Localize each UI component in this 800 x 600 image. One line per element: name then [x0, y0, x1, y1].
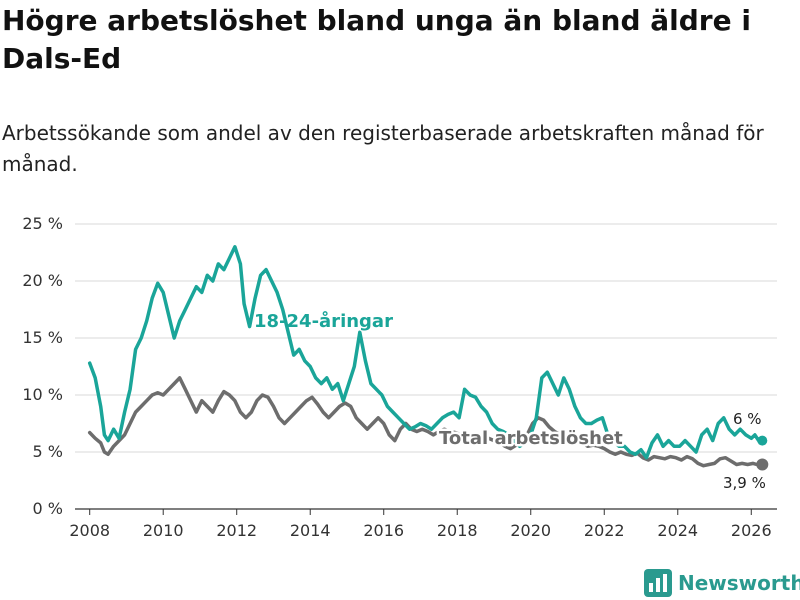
y-tick-label: 25 % [22, 214, 63, 233]
x-tick-label: 2024 [657, 521, 698, 540]
series-line-youth [87, 245, 765, 460]
chart-subtitle: Arbetssökande som andel av den registerb… [2, 121, 764, 176]
end-point-youth [757, 435, 768, 446]
y-tick-label: 15 % [22, 328, 63, 347]
y-tick-label: 10 % [22, 385, 63, 404]
x-tick-label: 2026 [731, 521, 772, 540]
chart-title: Högre arbetslöshet bland unga än bland ä… [2, 4, 751, 75]
x-tick-label: 2020 [510, 521, 551, 540]
x-tick-label: 2016 [363, 521, 404, 540]
y-tick-label: 5 % [33, 442, 63, 461]
series-lines [87, 245, 765, 468]
series-label-total: Total arbetslöshet [439, 428, 623, 449]
end-label-total: 3,9 % [723, 474, 766, 492]
gridlines [75, 223, 777, 453]
x-tick-label: 2014 [290, 521, 331, 540]
x-axis: 2008 2010 2012 2014 2016 2018 2020 2022 2024 2026 [69, 508, 777, 540]
y-tick-label: 0 % [33, 499, 63, 518]
y-axis-tick-labels: 0 % 5 % 10 % 15 % 20 % 25 % [22, 214, 63, 518]
series-line-total [87, 376, 765, 468]
brand-name: Newsworthy [678, 571, 800, 595]
bar-chart-logo-icon [644, 569, 672, 597]
x-tick-label: 2012 [216, 521, 257, 540]
y-tick-label: 20 % [22, 271, 63, 290]
x-tick-label: 2022 [584, 521, 625, 540]
series-label-youth: 18-24-åringar [254, 310, 393, 332]
end-point-total [756, 458, 769, 471]
x-tick-label: 2008 [69, 521, 110, 540]
x-tick-label: 2018 [437, 521, 478, 540]
x-tick-label: 2010 [143, 521, 184, 540]
newsworthy-logo: Newsworthy [644, 568, 800, 598]
end-label-youth: 6 % [733, 410, 762, 428]
